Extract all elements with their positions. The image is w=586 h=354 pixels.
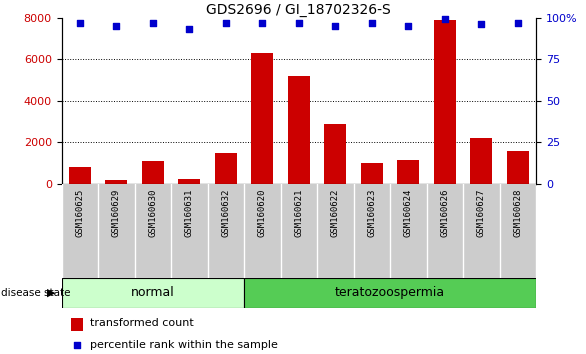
Point <box>185 27 194 32</box>
Text: GSM160631: GSM160631 <box>185 189 194 237</box>
Text: GSM160624: GSM160624 <box>404 189 413 237</box>
Point <box>367 20 377 25</box>
Text: GSM160620: GSM160620 <box>258 189 267 237</box>
Bar <box>62 278 244 308</box>
Bar <box>397 160 420 184</box>
Bar <box>507 151 529 184</box>
Text: transformed count: transformed count <box>90 318 194 329</box>
Text: GSM160623: GSM160623 <box>367 189 376 237</box>
Bar <box>251 53 273 184</box>
Text: GSM160628: GSM160628 <box>513 189 523 237</box>
Bar <box>142 161 163 184</box>
Text: disease state: disease state <box>1 288 70 298</box>
Point <box>148 20 158 25</box>
Bar <box>434 20 456 184</box>
Text: GSM160622: GSM160622 <box>331 189 340 237</box>
Bar <box>288 76 310 184</box>
Text: GSM160629: GSM160629 <box>112 189 121 237</box>
Point <box>72 342 81 348</box>
Bar <box>178 179 200 184</box>
Bar <box>69 167 91 184</box>
Bar <box>471 138 492 184</box>
Point <box>221 20 230 25</box>
Point <box>258 20 267 25</box>
Point <box>440 17 449 22</box>
Text: GSM160625: GSM160625 <box>75 189 84 237</box>
Bar <box>215 153 237 184</box>
Text: GSM160627: GSM160627 <box>477 189 486 237</box>
Text: teratozoospermia: teratozoospermia <box>335 286 445 299</box>
Point <box>513 20 523 25</box>
Point <box>294 20 304 25</box>
Bar <box>244 278 536 308</box>
Bar <box>105 180 127 184</box>
Point <box>111 23 121 29</box>
Text: GSM160626: GSM160626 <box>441 189 449 237</box>
Text: ▶: ▶ <box>47 288 56 298</box>
Point <box>75 20 84 25</box>
Point <box>477 22 486 27</box>
Title: GDS2696 / GI_18702326-S: GDS2696 / GI_18702326-S <box>206 3 391 17</box>
Text: percentile rank within the sample: percentile rank within the sample <box>90 339 278 350</box>
Point <box>331 23 340 29</box>
Text: normal: normal <box>131 286 175 299</box>
Bar <box>361 163 383 184</box>
Bar <box>71 318 83 331</box>
Bar <box>325 124 346 184</box>
Text: GSM160621: GSM160621 <box>294 189 304 237</box>
Text: GSM160632: GSM160632 <box>222 189 230 237</box>
Text: GSM160630: GSM160630 <box>148 189 157 237</box>
Point <box>404 23 413 29</box>
